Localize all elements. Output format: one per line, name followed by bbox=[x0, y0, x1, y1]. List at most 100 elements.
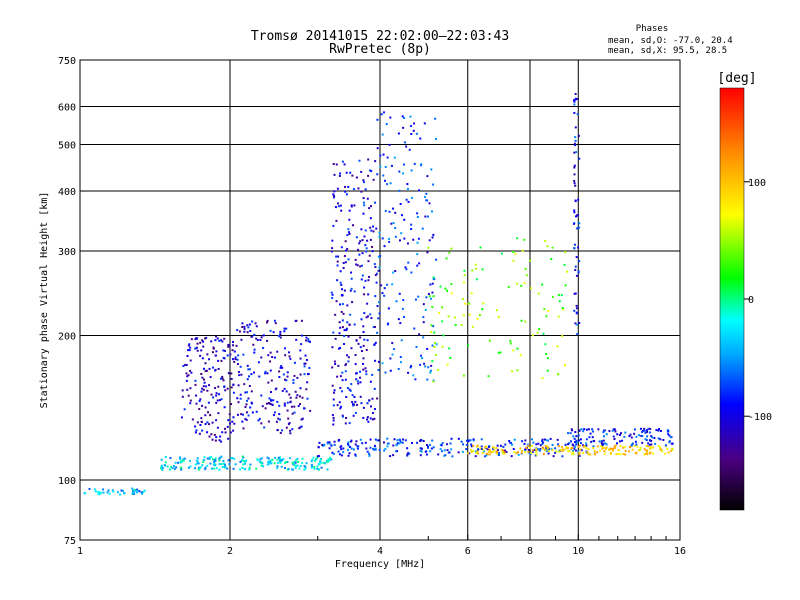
data-point bbox=[573, 179, 576, 182]
data-point bbox=[335, 255, 338, 258]
data-point bbox=[511, 443, 514, 446]
data-point bbox=[374, 448, 377, 451]
data-point bbox=[564, 251, 567, 254]
data-point bbox=[659, 429, 662, 432]
data-point bbox=[624, 431, 627, 434]
data-point bbox=[441, 345, 444, 348]
data-point bbox=[344, 422, 347, 425]
data-point bbox=[444, 454, 447, 457]
data-point bbox=[578, 260, 581, 263]
data-point bbox=[462, 443, 465, 446]
data-point bbox=[350, 271, 353, 274]
data-point bbox=[209, 462, 212, 465]
data-point bbox=[360, 190, 363, 193]
data-point bbox=[520, 319, 523, 322]
data-point bbox=[160, 467, 163, 470]
data-point bbox=[265, 402, 268, 405]
data-point bbox=[624, 453, 627, 456]
data-point bbox=[207, 411, 210, 414]
data-point bbox=[340, 246, 343, 249]
data-point bbox=[370, 170, 373, 173]
data-point bbox=[379, 255, 382, 258]
data-point bbox=[230, 372, 233, 375]
data-point bbox=[228, 413, 231, 416]
data-point bbox=[524, 267, 527, 270]
data-point bbox=[488, 448, 491, 451]
data-point bbox=[206, 421, 209, 424]
data-point bbox=[472, 438, 475, 441]
data-point bbox=[277, 417, 280, 420]
data-point bbox=[182, 364, 185, 367]
data-point bbox=[291, 412, 294, 415]
data-point bbox=[241, 322, 244, 325]
data-point bbox=[365, 316, 368, 319]
data-point bbox=[363, 338, 366, 341]
data-point bbox=[237, 370, 240, 373]
data-point bbox=[480, 448, 483, 451]
data-point bbox=[223, 427, 226, 430]
data-point bbox=[372, 230, 375, 233]
data-point bbox=[202, 461, 205, 464]
data-point bbox=[618, 433, 621, 436]
data-point bbox=[383, 111, 386, 114]
data-point bbox=[364, 441, 367, 444]
data-point bbox=[667, 430, 670, 433]
data-point bbox=[367, 158, 370, 161]
data-point bbox=[345, 171, 348, 174]
data-point bbox=[256, 338, 259, 341]
data-point bbox=[378, 235, 381, 238]
data-point bbox=[400, 339, 403, 342]
data-point bbox=[317, 455, 320, 458]
data-point bbox=[511, 370, 514, 373]
y-tick-label: 400 bbox=[58, 187, 76, 198]
data-point bbox=[98, 493, 101, 496]
data-point bbox=[577, 450, 580, 453]
data-point bbox=[330, 291, 333, 294]
data-point bbox=[276, 461, 279, 464]
data-point bbox=[648, 431, 651, 434]
data-point bbox=[415, 132, 418, 135]
data-point bbox=[497, 454, 500, 457]
data-point bbox=[366, 197, 369, 200]
data-point bbox=[348, 422, 351, 425]
data-point bbox=[164, 461, 167, 464]
data-point bbox=[348, 209, 351, 212]
data-point bbox=[525, 447, 528, 450]
data-point bbox=[624, 449, 627, 452]
data-point bbox=[573, 164, 576, 167]
data-point bbox=[217, 412, 220, 415]
data-point bbox=[244, 391, 247, 394]
data-point bbox=[231, 349, 234, 352]
y-tick-label: 750 bbox=[58, 56, 76, 67]
data-point bbox=[197, 462, 200, 465]
data-point bbox=[213, 433, 216, 436]
data-point bbox=[509, 342, 512, 345]
data-point bbox=[574, 199, 577, 202]
data-point bbox=[283, 330, 286, 333]
data-point bbox=[516, 369, 519, 372]
data-point bbox=[227, 343, 230, 346]
data-point bbox=[211, 351, 214, 354]
data-point bbox=[437, 368, 440, 371]
data-point bbox=[279, 333, 282, 336]
data-point bbox=[119, 493, 122, 496]
data-point bbox=[362, 179, 365, 182]
data-point bbox=[366, 416, 369, 419]
data-point bbox=[417, 237, 420, 240]
data-point bbox=[217, 367, 220, 370]
data-point bbox=[271, 403, 274, 406]
data-point bbox=[471, 269, 474, 272]
data-point bbox=[580, 428, 583, 431]
data-point bbox=[575, 256, 578, 259]
data-point bbox=[423, 362, 426, 365]
data-point bbox=[578, 454, 581, 457]
data-point bbox=[240, 338, 243, 341]
data-point bbox=[199, 466, 202, 469]
data-point bbox=[368, 275, 371, 278]
data-point bbox=[244, 405, 247, 408]
data-point bbox=[639, 427, 642, 430]
data-point bbox=[182, 458, 185, 461]
data-point bbox=[573, 166, 576, 169]
data-point bbox=[247, 397, 250, 400]
data-point bbox=[352, 403, 355, 406]
